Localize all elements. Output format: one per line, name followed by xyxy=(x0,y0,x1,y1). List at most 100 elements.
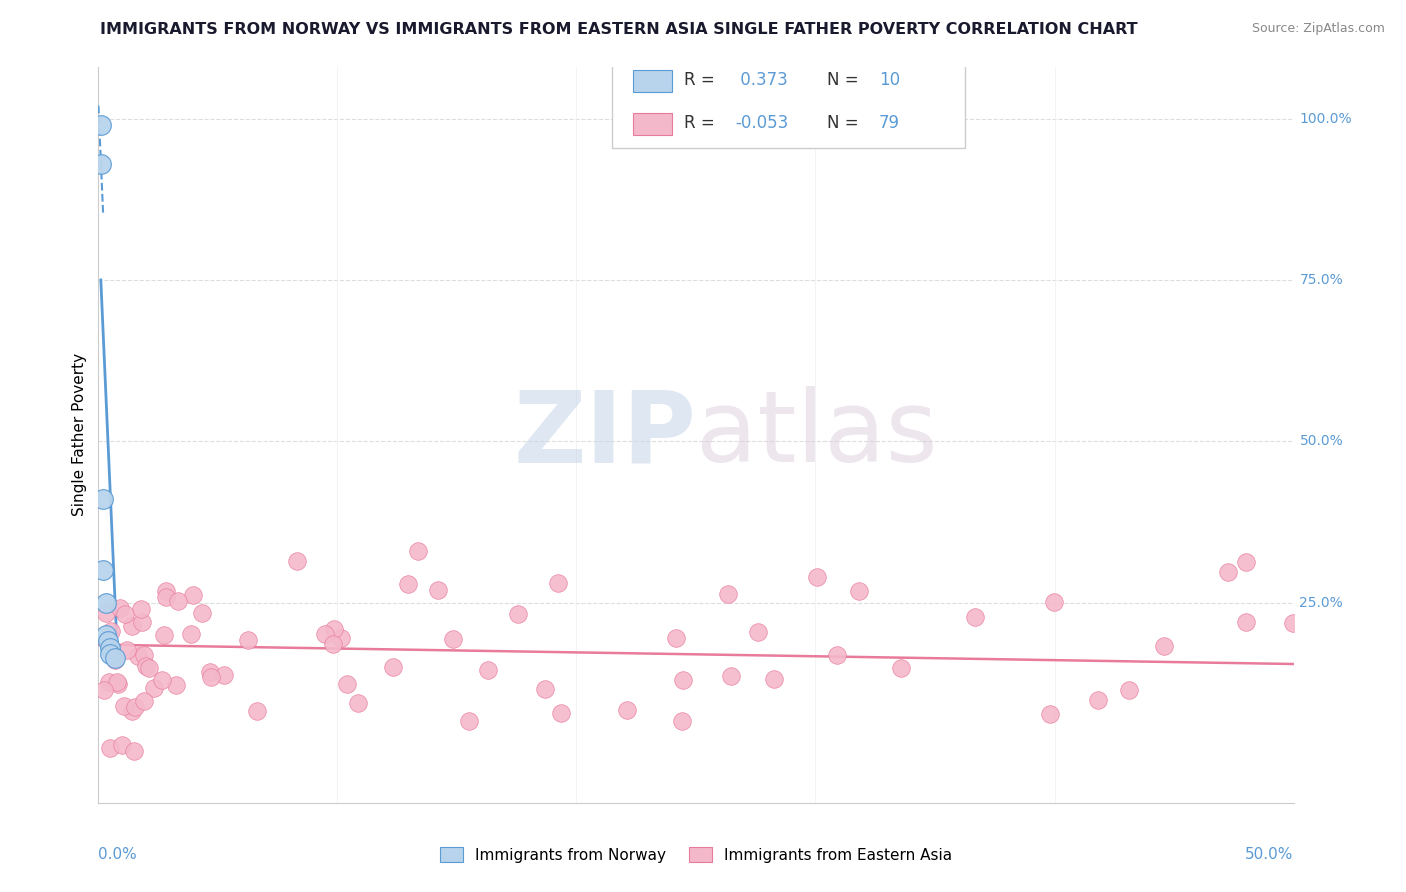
Point xyxy=(665,631,688,645)
Point xyxy=(104,652,127,666)
Point xyxy=(477,663,499,677)
FancyBboxPatch shape xyxy=(613,56,965,148)
Point xyxy=(441,632,464,646)
Point xyxy=(1234,615,1257,629)
Point xyxy=(533,681,555,696)
Point xyxy=(285,554,308,568)
Point xyxy=(180,627,202,641)
Text: 79: 79 xyxy=(879,114,900,132)
Point xyxy=(506,607,529,621)
Point xyxy=(1087,693,1109,707)
Point xyxy=(127,648,149,663)
Point xyxy=(382,660,405,674)
Point xyxy=(91,563,114,577)
Text: atlas: atlas xyxy=(696,386,938,483)
Point xyxy=(107,677,129,691)
Point xyxy=(236,632,259,647)
Text: 0.0%: 0.0% xyxy=(98,847,138,862)
Point xyxy=(965,610,987,624)
Text: N =: N = xyxy=(827,114,865,132)
Point xyxy=(322,622,344,636)
Point xyxy=(98,640,122,655)
Point xyxy=(94,596,117,610)
Point xyxy=(336,677,359,691)
Point xyxy=(121,704,143,718)
Point xyxy=(1282,615,1305,630)
Point xyxy=(396,577,419,591)
Text: ZIP: ZIP xyxy=(513,386,696,483)
Point xyxy=(550,706,572,720)
Point xyxy=(132,648,155,662)
Legend: Immigrants from Norway, Immigrants from Eastern Asia: Immigrants from Norway, Immigrants from … xyxy=(433,840,959,869)
Text: 25.0%: 25.0% xyxy=(1299,596,1343,610)
Point xyxy=(114,607,136,622)
Bar xyxy=(633,112,672,135)
Point xyxy=(720,669,742,683)
Point xyxy=(91,492,114,507)
Text: 10: 10 xyxy=(879,71,900,89)
Point xyxy=(616,703,638,717)
Point xyxy=(90,157,112,171)
Point xyxy=(98,648,122,662)
Point xyxy=(346,696,368,710)
Text: 75.0%: 75.0% xyxy=(1299,273,1343,287)
Point xyxy=(198,665,221,679)
Point xyxy=(93,683,115,698)
Point xyxy=(1118,683,1140,698)
Point xyxy=(1216,566,1239,580)
Point xyxy=(131,615,153,629)
Point xyxy=(132,694,155,708)
Y-axis label: Single Father Poverty: Single Father Poverty xyxy=(72,353,87,516)
Point xyxy=(152,673,174,688)
Point xyxy=(671,714,693,728)
Text: Source: ZipAtlas.com: Source: ZipAtlas.com xyxy=(1251,22,1385,36)
Bar xyxy=(633,70,672,92)
Text: IMMIGRANTS FROM NORWAY VS IMMIGRANTS FROM EASTERN ASIA SINGLE FATHER POVERTY COR: IMMIGRANTS FROM NORWAY VS IMMIGRANTS FRO… xyxy=(100,22,1137,37)
Point xyxy=(1153,639,1175,653)
Point xyxy=(142,681,165,696)
Point xyxy=(135,659,157,673)
Point xyxy=(672,673,695,687)
Point xyxy=(94,606,117,620)
Point xyxy=(890,661,912,675)
Point xyxy=(806,570,828,584)
Point xyxy=(124,744,146,758)
Point xyxy=(98,740,122,755)
Point xyxy=(406,544,429,558)
Text: 100.0%: 100.0% xyxy=(1299,112,1353,126)
Point xyxy=(322,637,344,651)
Point xyxy=(97,634,120,648)
Point xyxy=(115,642,138,657)
Point xyxy=(155,591,177,605)
Point xyxy=(100,624,122,638)
Point xyxy=(111,738,134,752)
Point xyxy=(121,619,143,633)
Point xyxy=(153,628,176,642)
Point xyxy=(200,670,222,684)
Point xyxy=(165,678,187,692)
Point xyxy=(330,631,353,645)
Text: 50.0%: 50.0% xyxy=(1246,847,1294,862)
Point xyxy=(129,602,152,616)
Point xyxy=(105,674,128,689)
Point xyxy=(763,672,786,686)
Text: -0.053: -0.053 xyxy=(735,114,789,132)
Point xyxy=(427,583,450,598)
Point xyxy=(138,661,160,675)
Point xyxy=(547,575,569,590)
Point xyxy=(848,583,870,598)
Point xyxy=(1234,556,1257,570)
Point xyxy=(181,588,204,602)
Point xyxy=(167,594,190,608)
Point xyxy=(108,601,131,615)
Point xyxy=(314,626,336,640)
Point xyxy=(245,704,267,718)
Point xyxy=(717,587,740,601)
Text: R =: R = xyxy=(685,114,720,132)
Point xyxy=(457,714,479,728)
Point xyxy=(1043,595,1066,609)
Point xyxy=(124,699,146,714)
Text: N =: N = xyxy=(827,71,865,89)
Text: 0.373: 0.373 xyxy=(735,71,789,89)
Point xyxy=(112,698,135,713)
